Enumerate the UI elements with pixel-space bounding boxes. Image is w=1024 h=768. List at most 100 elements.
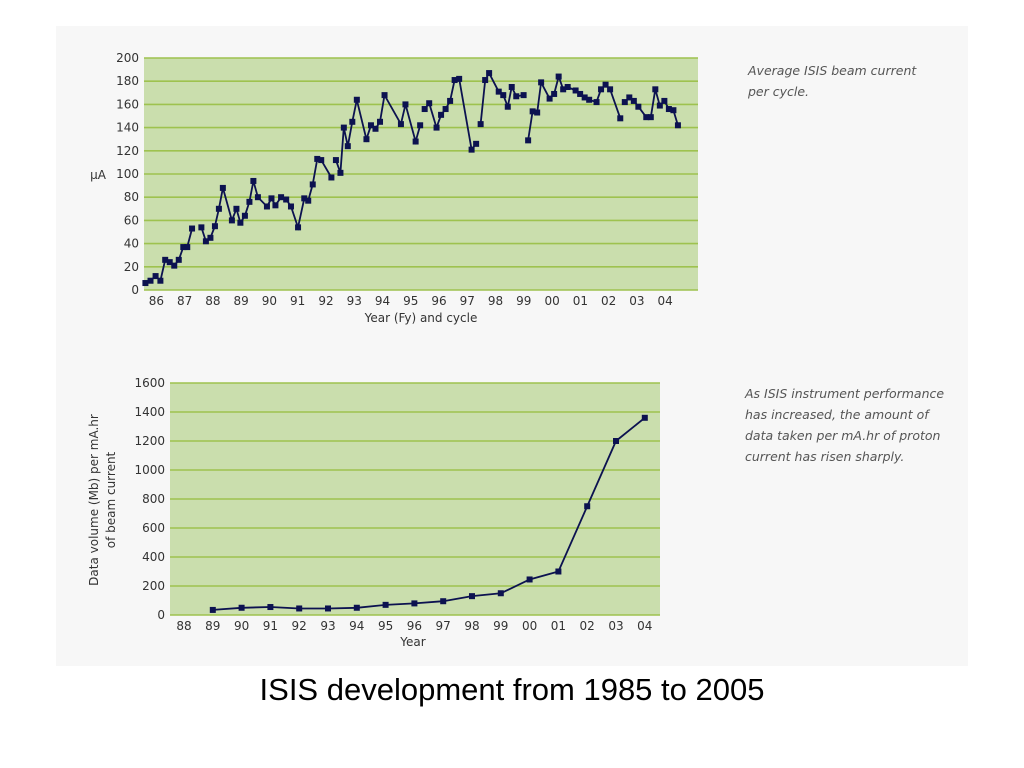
data-point <box>438 111 445 118</box>
data-point <box>278 194 285 201</box>
data-point <box>661 97 668 104</box>
data-point <box>538 79 545 86</box>
data-point <box>309 181 316 188</box>
data-point <box>593 99 600 106</box>
y-tick-label: 80 <box>124 190 139 204</box>
data-point <box>447 97 454 104</box>
data-point <box>147 277 154 284</box>
y-tick-label: 180 <box>116 74 139 88</box>
x-tick-label: 97 <box>460 294 475 308</box>
data-point <box>295 224 302 231</box>
data-point <box>381 92 388 99</box>
x-tick-label: 92 <box>318 294 333 308</box>
data-point <box>477 121 484 128</box>
data-point <box>162 256 169 263</box>
x-tick-label: 99 <box>516 294 531 308</box>
x-tick-label: 90 <box>262 294 277 308</box>
x-tick-label: 88 <box>176 619 191 633</box>
data-point <box>621 99 628 106</box>
x-axis-title: Year <box>399 635 425 649</box>
x-tick-label: 04 <box>637 619 652 633</box>
data-point <box>572 87 579 94</box>
data-point <box>456 75 463 82</box>
data-point <box>635 103 642 110</box>
x-tick-label: 96 <box>431 294 446 308</box>
x-tick-label: 95 <box>403 294 418 308</box>
y-tick-label: 120 <box>116 144 139 158</box>
data-point <box>674 122 681 129</box>
data-point <box>184 244 191 251</box>
x-tick-label: 94 <box>349 619 364 633</box>
data-point <box>546 95 553 102</box>
x-tick-label: 03 <box>608 619 623 633</box>
y-tick-label: 100 <box>116 167 139 181</box>
y-tick-label: 1000 <box>134 463 165 477</box>
data-point <box>397 121 404 128</box>
x-tick-label: 86 <box>149 294 164 308</box>
data-point <box>647 114 654 121</box>
data-point <box>372 125 379 132</box>
data-point <box>332 157 339 164</box>
data-point <box>349 118 356 125</box>
data-point <box>228 217 235 224</box>
data-point <box>171 262 178 269</box>
data-point <box>529 108 536 115</box>
data-point <box>180 244 187 251</box>
data-point <box>202 238 209 245</box>
y-tick-label: 160 <box>116 97 139 111</box>
data-point <box>305 197 312 204</box>
data-point <box>382 601 389 608</box>
data-point <box>267 604 274 611</box>
series-line <box>212 417 646 611</box>
data-point <box>584 503 591 510</box>
data-point <box>211 223 218 230</box>
data-point <box>411 600 418 607</box>
data-point <box>581 94 588 101</box>
x-tick-label: 98 <box>488 294 503 308</box>
data-point <box>555 568 562 575</box>
data-point <box>152 273 159 280</box>
slide-title: ISIS development from 1985 to 2005 <box>259 672 765 707</box>
data-point <box>209 606 216 613</box>
data-point <box>238 604 245 611</box>
y-tick-label: 140 <box>116 121 139 135</box>
data-point <box>198 224 205 231</box>
x-tick-label: 04 <box>658 294 673 308</box>
data-point <box>207 234 214 241</box>
x-axis-title: Year (Fy) and cycle <box>364 311 478 325</box>
data-point <box>325 605 331 612</box>
x-tick-label: 94 <box>375 294 390 308</box>
data-volume-annotation: As ISIS instrument performance has incre… <box>745 386 945 464</box>
data-point <box>337 169 344 176</box>
data-point <box>617 115 624 122</box>
data-point <box>613 438 619 444</box>
y-axis-title: Data volume (Mb) per mA.hr of beam curren… <box>87 414 118 586</box>
data-point <box>426 100 433 107</box>
data-point <box>451 77 458 84</box>
data-point <box>175 256 182 263</box>
y-tick-label: 1600 <box>134 376 165 390</box>
data-point <box>353 96 360 103</box>
data-point <box>504 103 511 110</box>
x-tick-label: 01 <box>551 619 566 633</box>
series-line <box>423 77 477 152</box>
data-point <box>246 198 253 205</box>
data-point <box>189 225 196 232</box>
x-tick-label: 00 <box>544 294 559 308</box>
data-point <box>560 86 567 93</box>
data-point <box>340 124 347 131</box>
data-point <box>433 124 440 131</box>
y-tick-label: 1200 <box>134 434 165 448</box>
data-point <box>263 203 270 210</box>
data-point <box>442 106 449 113</box>
x-tick-label: 89 <box>205 619 220 633</box>
x-tick-label: 02 <box>580 619 595 633</box>
y-tick-label: 0 <box>131 283 139 297</box>
data-point <box>656 102 663 109</box>
data-point <box>287 203 294 210</box>
data-point <box>534 109 541 116</box>
x-tick-label: 00 <box>522 619 537 633</box>
x-tick-label: 91 <box>263 619 278 633</box>
data-point <box>551 90 558 97</box>
x-tick-label: 03 <box>629 294 644 308</box>
